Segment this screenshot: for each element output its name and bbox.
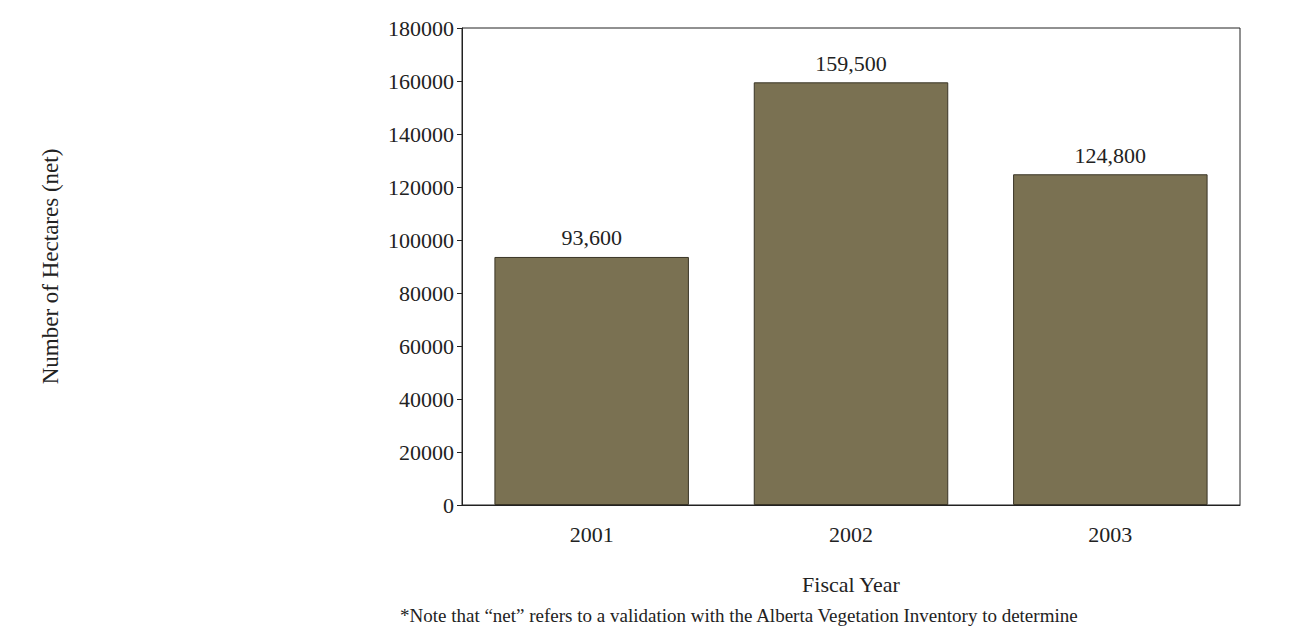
svg-text:180000: 180000 bbox=[388, 16, 454, 41]
svg-text:0: 0 bbox=[443, 493, 454, 518]
svg-text:159,500: 159,500 bbox=[815, 51, 887, 76]
svg-text:40000: 40000 bbox=[399, 387, 454, 412]
svg-text:160000: 160000 bbox=[388, 69, 454, 94]
svg-text:Fiscal Year: Fiscal Year bbox=[802, 572, 900, 597]
svg-text:120000: 120000 bbox=[388, 175, 454, 200]
svg-text:2003: 2003 bbox=[1088, 522, 1132, 547]
svg-text:93,600: 93,600 bbox=[561, 225, 622, 250]
svg-text:Number of Hectares (net): Number of Hectares (net) bbox=[38, 149, 63, 385]
svg-text:2001: 2001 bbox=[570, 522, 614, 547]
svg-text:60000: 60000 bbox=[399, 334, 454, 359]
svg-text:124,800: 124,800 bbox=[1075, 143, 1147, 168]
svg-text:100000: 100000 bbox=[388, 228, 454, 253]
svg-text:80000: 80000 bbox=[399, 281, 454, 306]
svg-text:20000: 20000 bbox=[399, 440, 454, 465]
svg-text:*Note that “net” refers to a v: *Note that “net” refers to a validation … bbox=[400, 605, 1078, 626]
svg-text:140000: 140000 bbox=[388, 122, 454, 147]
svg-text:2002: 2002 bbox=[829, 522, 873, 547]
